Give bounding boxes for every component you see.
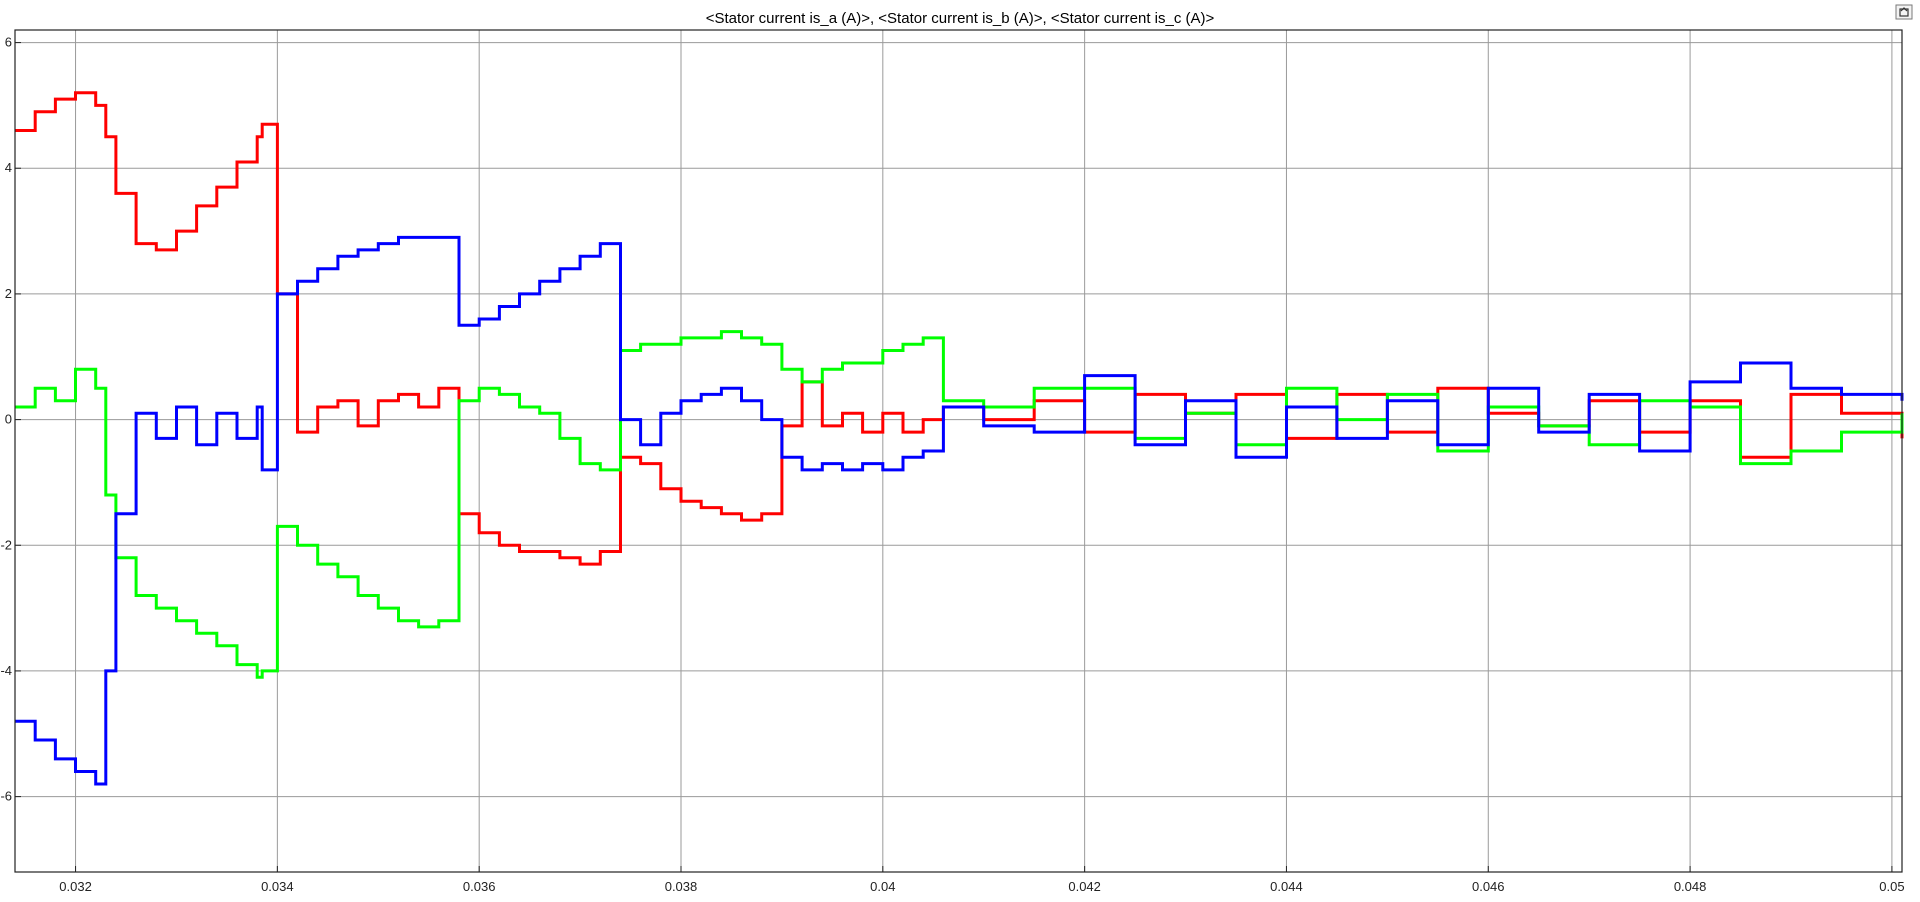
x-tick-label: 0.032 [59, 879, 92, 894]
series-group [15, 91, 1904, 786]
undock-icon [1899, 7, 1909, 17]
x-tick-label: 0.034 [261, 879, 294, 894]
x-tick-label: 0.036 [463, 879, 496, 894]
plot-area: 0.032 0.034 0.036 0.038 0.04 0.042 0.044 0.046 0… [0, 29, 1905, 894]
x-tick-label: 0.038 [665, 879, 698, 894]
series-line-3 [15, 235, 1904, 786]
y-tick-label: -4 [0, 663, 12, 678]
chart-title: <Stator current is_a (A)>, <Stator curre… [706, 10, 1215, 27]
x-tick-label: 0.04 [870, 879, 895, 894]
x-tick-label: 0.042 [1068, 879, 1101, 894]
y-tick-label: 0 [5, 412, 12, 427]
y-tick-label: -6 [0, 789, 12, 804]
y-tick-label: 2 [5, 286, 12, 301]
plot-background [15, 30, 1902, 872]
y-tick-label: 4 [5, 160, 12, 175]
y-tick-label: 6 [5, 35, 12, 50]
x-tick-label: 0.044 [1270, 879, 1303, 894]
y-tick-label: -2 [0, 537, 12, 552]
x-tick-label: 0.05 [1879, 879, 1904, 894]
plot-frame [14, 29, 1903, 873]
undock-button[interactable] [1895, 4, 1913, 20]
series-line-2 [15, 330, 1904, 679]
x-tick-label: 0.046 [1472, 879, 1505, 894]
y-axis-ticks: 6 4 2 0 -2 -4 -6 [0, 35, 21, 804]
x-axis-ticks: 0.032 0.034 0.036 0.038 0.04 0.042 0.044 0.046 0… [59, 866, 1905, 894]
x-tick-label: 0.048 [1674, 879, 1707, 894]
